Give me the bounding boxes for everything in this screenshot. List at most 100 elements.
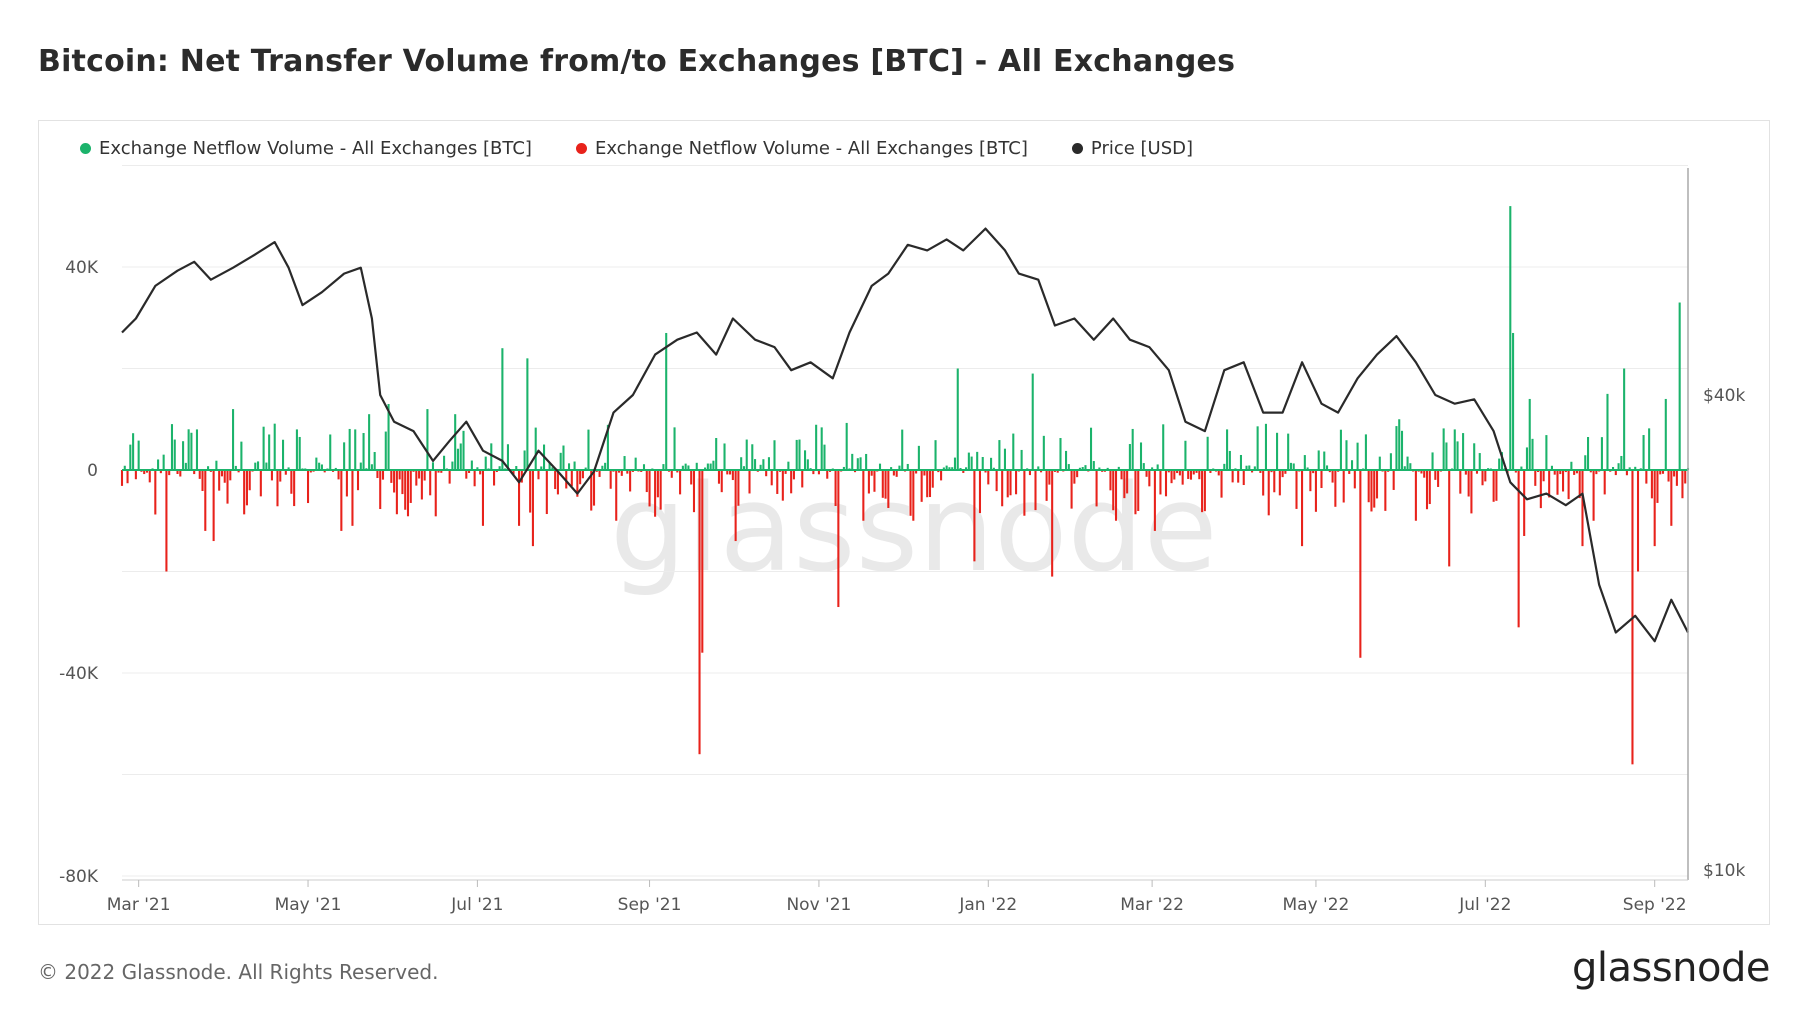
x-axis-ticks: Mar '21 May '21 Jul '21 Sep '21 Nov '21 Jan '… <box>107 880 1687 915</box>
netflow-bar-negative <box>1001 470 1004 507</box>
netflow-bar-positive <box>1509 206 1512 470</box>
netflow-bar-negative <box>1517 470 1520 628</box>
netflow-bar-negative <box>726 470 729 475</box>
netflow-bar-positive <box>1525 447 1528 470</box>
netflow-bar-negative <box>1181 470 1184 485</box>
netflow-bar-positive <box>1678 302 1681 470</box>
netflow-bar-positive <box>762 459 765 470</box>
netflow-bar-positive <box>934 440 937 470</box>
netflow-bar-positive <box>1156 464 1159 470</box>
legend-item-inflow[interactable]: Exchange Netflow Volume - All Exchanges … <box>80 138 532 159</box>
legend: Exchange Netflow Volume - All Exchanges … <box>80 138 1193 159</box>
netflow-bar-negative <box>720 470 723 493</box>
netflow-bar-negative <box>226 470 229 504</box>
netflow-bar-positive <box>315 457 318 470</box>
netflow-bar-negative <box>978 470 982 514</box>
netflow-bar-negative <box>401 470 404 495</box>
netflow-bar-negative <box>1189 470 1193 480</box>
netflow-bar-positive <box>573 461 576 470</box>
netflow-bar-negative <box>923 470 926 476</box>
netflow-bar-positive <box>1292 463 1295 470</box>
netflow-bar-negative <box>537 470 540 480</box>
netflow-bar-negative <box>406 470 410 517</box>
netflow-bar-negative <box>1320 470 1323 489</box>
netflow-bar-negative <box>1164 470 1168 497</box>
netflow-bar-positive <box>1606 393 1609 471</box>
netflow-bar-positive <box>1400 430 1404 470</box>
netflow-bar-negative <box>148 470 151 483</box>
netflow-bar-negative <box>909 470 912 516</box>
netflow-bar-positive <box>601 465 604 470</box>
netflow-bar-negative <box>926 470 929 498</box>
netflow-bar-positive <box>623 456 626 470</box>
netflow-bar-positive <box>1162 424 1165 470</box>
netflow-bar-positive <box>526 358 529 470</box>
netflow-bar-negative <box>143 470 146 475</box>
netflow-bar-positive <box>823 444 826 470</box>
netflow-bar-negative <box>1537 470 1540 473</box>
netflow-bar-negative <box>915 470 918 474</box>
netflow-bar-negative <box>423 470 426 481</box>
brand-logo: glassnode <box>1571 945 1771 991</box>
netflow-bar-positive <box>1131 428 1134 470</box>
netflow-bar-negative <box>1373 470 1376 508</box>
netflow-bar-negative <box>615 470 618 521</box>
netflow-bar-positive <box>1117 466 1120 470</box>
netflow-bar-negative <box>1392 470 1395 490</box>
netflow-bar-negative <box>1301 470 1304 547</box>
netflow-bar-negative <box>853 470 857 473</box>
netflow-bar-negative <box>1684 470 1687 484</box>
netflow-bar-negative <box>887 470 890 508</box>
netflow-bar-negative <box>1095 470 1098 507</box>
netflow-bar-negative <box>1145 470 1148 477</box>
gridlines <box>122 165 1688 877</box>
netflow-bar-positive <box>1106 467 1109 470</box>
netflow-bar-negative <box>1614 470 1617 476</box>
netflow-bar-positive <box>1620 455 1623 470</box>
netflow-bar-negative <box>912 470 915 521</box>
netflow-bar-positive <box>1587 437 1590 470</box>
netflow-bar-negative <box>670 470 673 478</box>
netflow-bar-positive <box>992 467 995 470</box>
netflow-bar-positive <box>584 467 587 470</box>
netflow-bar-positive <box>265 462 268 470</box>
netflow-bar-positive <box>787 461 790 470</box>
legend-item-price[interactable]: Price [USD] <box>1071 138 1194 159</box>
netflow-bar-negative <box>1348 470 1351 474</box>
netflow-bar-positive <box>878 463 882 470</box>
netflow-bar-negative <box>398 470 401 480</box>
netflow-bar-positive <box>1570 461 1573 470</box>
netflow-bar-negative <box>1203 470 1206 512</box>
netflow-bar-negative <box>1195 470 1198 473</box>
netflow-bar-negative <box>984 470 987 473</box>
legend-label-price: Price [USD] <box>1090 138 1194 159</box>
netflow-bar-negative <box>1198 470 1201 480</box>
netflow-bar-positive <box>981 457 984 470</box>
netflow-bar-negative <box>1178 470 1181 476</box>
netflow-bar-positive <box>842 466 845 470</box>
netflow-bar-positive <box>1500 452 1504 470</box>
netflow-bar-negative <box>692 470 696 513</box>
netflow-bar-positive <box>454 414 457 470</box>
y-left-tick-label: -40K <box>59 664 99 684</box>
netflow-bar-negative <box>323 470 326 473</box>
netflow-bar-positive <box>1067 464 1070 470</box>
netflow-bar-positive <box>170 424 174 470</box>
netflow-bar-negative <box>931 470 934 488</box>
netflow-bar-positive <box>1550 465 1553 470</box>
netflow-bar-positive <box>1520 466 1523 470</box>
netflow-bar-positive <box>1345 440 1348 470</box>
netflow-bar-positive <box>1531 438 1534 470</box>
netflow-bar-negative <box>381 470 385 480</box>
netflow-bar-negative <box>1126 470 1129 494</box>
netflow-bar-negative <box>1312 470 1315 474</box>
legend-item-outflow[interactable]: Exchange Netflow Volume - All Exchanges … <box>575 138 1028 159</box>
netflow-bar-negative <box>376 470 379 479</box>
netflow-bar-negative <box>737 470 740 506</box>
netflow-bar-positive <box>1228 450 1231 470</box>
netflow-bar-positive <box>970 456 973 470</box>
netflow-bar-negative <box>340 470 343 531</box>
netflow-bar-positive <box>1084 465 1087 470</box>
netflow-bar-negative <box>1314 470 1317 512</box>
netflow-bar-positive <box>451 461 454 470</box>
